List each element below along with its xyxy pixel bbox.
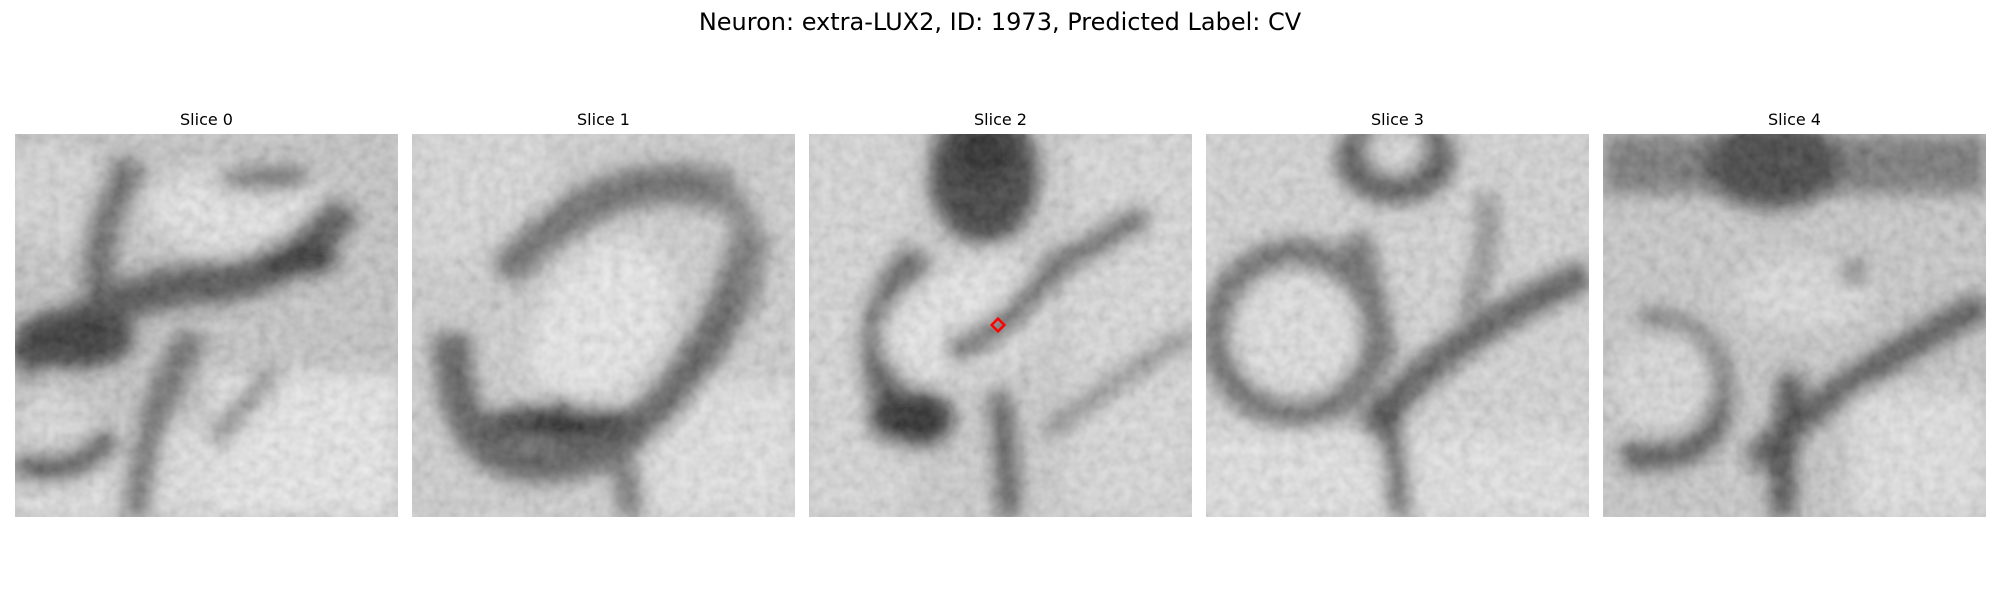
slice-image <box>1603 134 1986 517</box>
slice-image <box>412 134 795 517</box>
center-marker <box>989 316 1007 334</box>
slice-panel-3: Slice 3 <box>1206 108 1589 517</box>
slice-title: Slice 2 <box>974 110 1027 129</box>
slice-image <box>1206 134 1589 517</box>
slice-title: Slice 1 <box>577 110 630 129</box>
slice-panel-1: Slice 1 <box>412 108 795 517</box>
slice-title: Slice 3 <box>1371 110 1424 129</box>
slice-title: Slice 4 <box>1768 110 1821 129</box>
slice-panel-2: Slice 2 <box>809 108 1192 517</box>
slice-title: Slice 0 <box>180 110 233 129</box>
slice-panel-4: Slice 4 <box>1603 108 1986 517</box>
slice-panel-0: Slice 0 <box>15 108 398 517</box>
slice-image <box>15 134 398 517</box>
slice-image <box>809 134 1192 517</box>
figure-title: Neuron: extra-LUX2, ID: 1973, Predicted … <box>698 8 1302 36</box>
